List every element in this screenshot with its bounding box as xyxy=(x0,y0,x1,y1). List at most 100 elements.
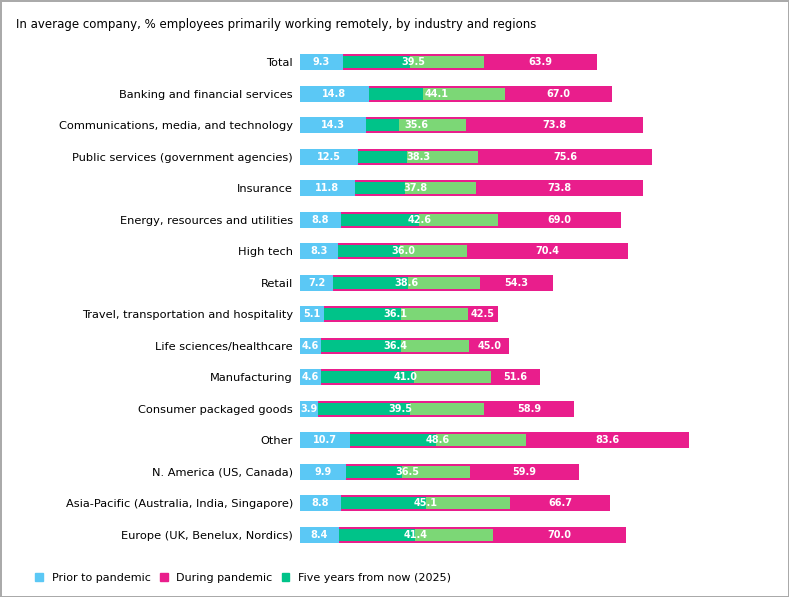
Bar xyxy=(414,371,491,383)
Bar xyxy=(300,340,469,352)
Bar xyxy=(300,180,355,196)
Bar xyxy=(401,309,468,320)
Bar xyxy=(300,432,350,448)
Bar xyxy=(300,182,476,194)
Bar xyxy=(300,497,510,509)
Text: 48.6: 48.6 xyxy=(426,435,450,445)
Bar xyxy=(300,54,597,70)
Text: 37.8: 37.8 xyxy=(403,183,428,193)
Bar xyxy=(300,85,368,102)
Text: 67.0: 67.0 xyxy=(547,89,570,99)
Text: 5.1: 5.1 xyxy=(303,309,320,319)
Bar xyxy=(300,56,484,68)
Bar xyxy=(300,403,484,415)
Bar xyxy=(300,117,366,134)
Text: 38.3: 38.3 xyxy=(406,152,430,162)
Bar xyxy=(300,180,643,196)
Bar xyxy=(300,337,510,354)
Text: In average company, % employees primarily working remotely, by industry and regi: In average company, % employees primaril… xyxy=(16,18,537,31)
Bar xyxy=(300,337,321,354)
Text: 73.8: 73.8 xyxy=(548,183,572,193)
Text: 36.0: 36.0 xyxy=(391,246,415,256)
Bar xyxy=(406,182,476,194)
Bar xyxy=(300,527,339,543)
Bar xyxy=(300,245,467,257)
Bar xyxy=(402,340,469,352)
Bar xyxy=(436,435,526,446)
Legend: Prior to pandemic, During pandemic, Five years from now (2025): Prior to pandemic, During pandemic, Five… xyxy=(36,573,451,583)
Text: 83.6: 83.6 xyxy=(596,435,619,445)
Text: 8.8: 8.8 xyxy=(312,498,329,508)
Bar xyxy=(300,243,627,260)
Bar xyxy=(300,151,478,162)
Text: 14.3: 14.3 xyxy=(321,120,345,130)
Text: 14.8: 14.8 xyxy=(322,89,346,99)
Bar xyxy=(410,403,484,415)
Text: 45.0: 45.0 xyxy=(477,341,501,351)
Bar xyxy=(300,463,346,480)
Text: 4.6: 4.6 xyxy=(302,341,320,351)
Text: 38.6: 38.6 xyxy=(394,278,418,288)
Bar xyxy=(300,275,552,291)
Bar xyxy=(300,527,626,543)
Bar xyxy=(300,369,540,386)
Text: 41.0: 41.0 xyxy=(394,373,418,382)
Text: 3.9: 3.9 xyxy=(301,404,317,414)
Bar xyxy=(300,463,578,480)
Text: 69.0: 69.0 xyxy=(548,215,571,224)
Bar xyxy=(300,371,491,383)
Text: 75.6: 75.6 xyxy=(553,152,577,162)
Text: 70.0: 70.0 xyxy=(547,530,571,540)
Bar xyxy=(300,306,498,322)
Bar xyxy=(300,401,318,417)
Bar xyxy=(399,119,466,131)
Text: 44.1: 44.1 xyxy=(425,89,449,99)
Text: 63.9: 63.9 xyxy=(529,57,552,67)
Bar xyxy=(408,277,480,288)
Text: 36.4: 36.4 xyxy=(383,341,407,351)
Bar xyxy=(402,466,469,478)
Text: 8.3: 8.3 xyxy=(310,246,327,256)
Text: 11.8: 11.8 xyxy=(316,183,339,193)
Bar xyxy=(410,56,484,68)
Bar xyxy=(419,214,498,226)
Bar xyxy=(300,214,498,226)
Bar xyxy=(300,401,574,417)
Text: 9.9: 9.9 xyxy=(314,467,331,477)
Bar xyxy=(300,495,611,512)
Bar xyxy=(300,306,323,322)
Text: 8.8: 8.8 xyxy=(312,215,329,224)
Bar xyxy=(400,245,467,257)
Bar xyxy=(300,309,468,320)
Text: 35.6: 35.6 xyxy=(404,120,428,130)
Text: 58.9: 58.9 xyxy=(517,404,541,414)
Bar xyxy=(300,88,505,100)
Bar xyxy=(407,151,478,162)
Text: 42.5: 42.5 xyxy=(471,309,495,319)
Text: 4.6: 4.6 xyxy=(302,373,320,382)
Text: 51.6: 51.6 xyxy=(503,373,527,382)
Bar xyxy=(426,497,510,509)
Text: 7.2: 7.2 xyxy=(308,278,325,288)
Text: 54.3: 54.3 xyxy=(504,278,528,288)
Text: 70.4: 70.4 xyxy=(536,246,559,256)
Bar xyxy=(300,243,338,260)
Bar xyxy=(300,117,643,134)
Bar xyxy=(300,466,469,478)
Text: 39.5: 39.5 xyxy=(402,57,425,67)
Text: 36.1: 36.1 xyxy=(383,309,408,319)
Bar xyxy=(300,54,343,70)
Bar xyxy=(300,369,321,386)
Text: 12.5: 12.5 xyxy=(317,152,341,162)
Text: 10.7: 10.7 xyxy=(312,435,337,445)
Bar xyxy=(300,85,611,102)
Bar xyxy=(300,275,333,291)
Text: 73.8: 73.8 xyxy=(542,120,567,130)
Text: 8.4: 8.4 xyxy=(311,530,328,540)
Bar xyxy=(300,495,341,512)
Text: 66.7: 66.7 xyxy=(548,498,572,508)
Bar xyxy=(423,88,505,100)
Text: 42.6: 42.6 xyxy=(407,215,432,224)
Bar xyxy=(300,277,480,288)
Bar xyxy=(300,211,341,228)
